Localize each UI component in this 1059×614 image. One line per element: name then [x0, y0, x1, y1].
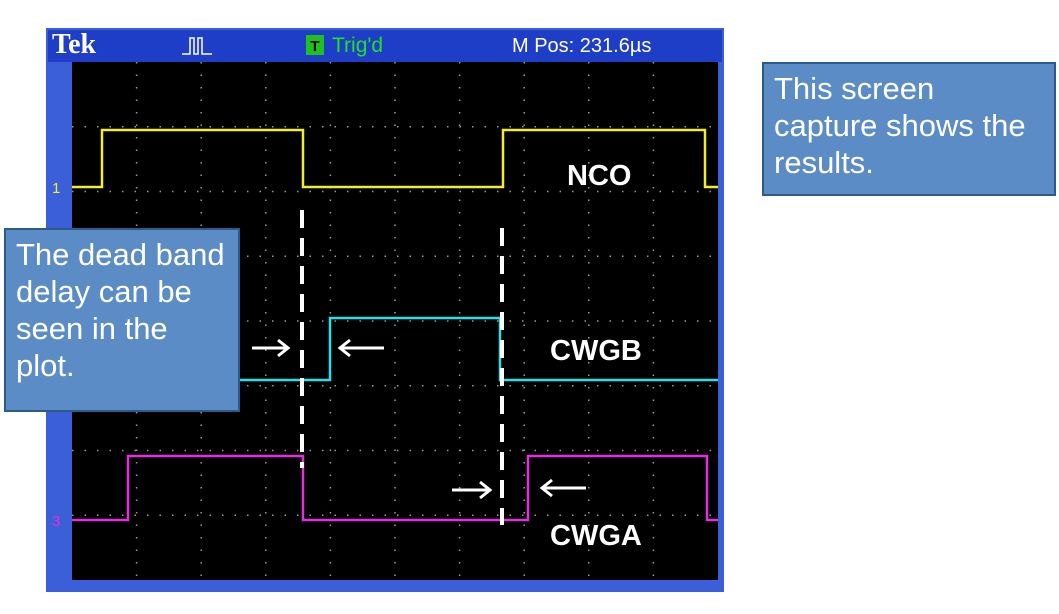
- brand: Tek: [52, 29, 97, 60]
- channel-3-marker: 3: [52, 513, 60, 530]
- trace-label: CWGA: [550, 520, 642, 552]
- grid: [72, 62, 718, 580]
- cwga-trace: [72, 454, 718, 522]
- nco-trace: [72, 128, 718, 189]
- trigger-box: [306, 35, 324, 55]
- trace-label: NCO: [567, 160, 631, 192]
- position: M Pos: 231.6µs: [512, 35, 651, 57]
- left-callout: The dead band delay can be seen in the p…: [4, 228, 240, 412]
- pulse-icon: [182, 37, 212, 55]
- trigger-status: Trig'd: [332, 34, 383, 57]
- channel-1-marker: 1: [52, 180, 60, 197]
- arrows: [252, 338, 586, 500]
- trigger-icon: T: [310, 38, 319, 55]
- cwgb-trace: [238, 316, 718, 382]
- trace-label: CWGB: [550, 335, 642, 367]
- right-callout: This screen capture shows the results.: [762, 62, 1056, 196]
- scope-header: [48, 30, 722, 62]
